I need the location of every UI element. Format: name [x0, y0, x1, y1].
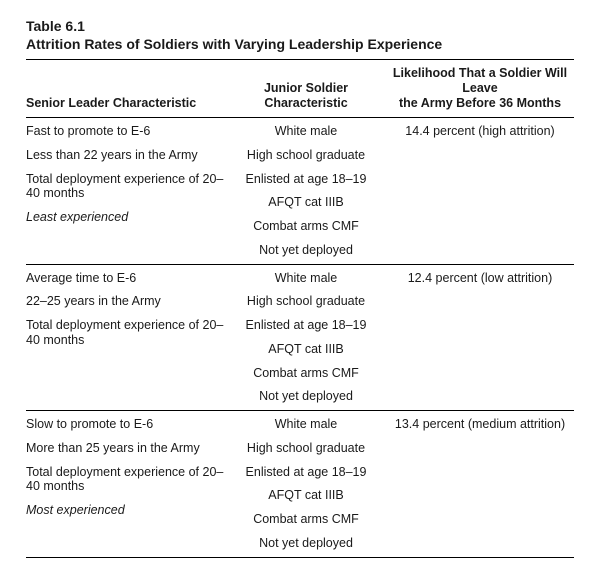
junior-item: Not yet deployed	[226, 389, 386, 404]
senior-item: Slow to promote to E-6	[26, 417, 226, 432]
junior-item: High school graduate	[226, 294, 386, 309]
junior-item: White male	[226, 124, 386, 139]
junior-item: AFQT cat IIIB	[226, 488, 386, 503]
senior-item: More than 25 years in the Army	[26, 441, 226, 456]
junior-item: Not yet deployed	[226, 536, 386, 551]
senior-item: Fast to promote to E-6	[26, 124, 226, 139]
junior-item: Combat arms CMF	[226, 512, 386, 527]
likelihood-value: 13.4 percent (medium attrition)	[386, 417, 574, 432]
junior-item: Enlisted at age 18–19	[226, 465, 386, 480]
senior-item: Total deployment experience of 20–40 mon…	[26, 172, 226, 202]
header-junior: Junior Soldier Characteristic	[226, 81, 386, 111]
senior-col: Slow to promote to E-6 More than 25 years…	[26, 417, 226, 553]
table-group: Fast to promote to E-6 Less than 22 years…	[26, 118, 574, 264]
header-likelihood: Likelihood That a Soldier Will Leave the…	[386, 66, 574, 111]
senior-item: Least experienced	[26, 210, 226, 225]
junior-item: Combat arms CMF	[226, 219, 386, 234]
table-container: Table 6.1 Attrition Rates of Soldiers wi…	[0, 0, 600, 578]
table-title: Attrition Rates of Soldiers with Varying…	[26, 36, 574, 54]
likelihood-col: 14.4 percent (high attrition)	[386, 124, 574, 260]
likelihood-col: 13.4 percent (medium attrition)	[386, 417, 574, 553]
junior-col: White male High school graduate Enlisted a…	[226, 271, 386, 407]
junior-item: Enlisted at age 18–19	[226, 172, 386, 187]
header-row: Senior Leader Characteristic Junior Sold…	[26, 60, 574, 117]
header-likelihood-line1: Likelihood That a Soldier Will Leave	[386, 66, 574, 96]
junior-item: High school graduate	[226, 148, 386, 163]
table-group: Slow to promote to E-6 More than 25 years…	[26, 411, 574, 557]
table-group: Average time to E-6 22–25 years in the Ar…	[26, 265, 574, 411]
likelihood-value: 12.4 percent (low attrition)	[386, 271, 574, 286]
junior-col: White male High school graduate Enlisted a…	[226, 417, 386, 553]
junior-item: White male	[226, 271, 386, 286]
senior-col: Average time to E-6 22–25 years in the Ar…	[26, 271, 226, 407]
junior-item: White male	[226, 417, 386, 432]
groups: Fast to promote to E-6 Less than 22 years…	[26, 118, 574, 558]
likelihood-col: 12.4 percent (low attrition)	[386, 271, 574, 407]
senior-item: Average time to E-6	[26, 271, 226, 286]
senior-item: Most experienced	[26, 503, 226, 518]
senior-item: 22–25 years in the Army	[26, 294, 226, 309]
senior-item: Total deployment experience of 20–40 mon…	[26, 465, 226, 495]
senior-col: Fast to promote to E-6 Less than 22 years…	[26, 124, 226, 260]
header-likelihood-line2: the Army Before 36 Months	[386, 96, 574, 111]
junior-item: High school graduate	[226, 441, 386, 456]
junior-item: AFQT cat IIIB	[226, 342, 386, 357]
junior-item: Combat arms CMF	[226, 366, 386, 381]
junior-item: Not yet deployed	[226, 243, 386, 258]
senior-item: Less than 22 years in the Army	[26, 148, 226, 163]
header-senior: Senior Leader Characteristic	[26, 96, 226, 111]
group-rule	[26, 557, 574, 558]
junior-item: AFQT cat IIIB	[226, 195, 386, 210]
junior-item: Enlisted at age 18–19	[226, 318, 386, 333]
junior-col: White male High school graduate Enlisted a…	[226, 124, 386, 260]
table-number: Table 6.1	[26, 18, 574, 36]
likelihood-value: 14.4 percent (high attrition)	[386, 124, 574, 139]
senior-item: Total deployment experience of 20–40 mon…	[26, 318, 226, 348]
